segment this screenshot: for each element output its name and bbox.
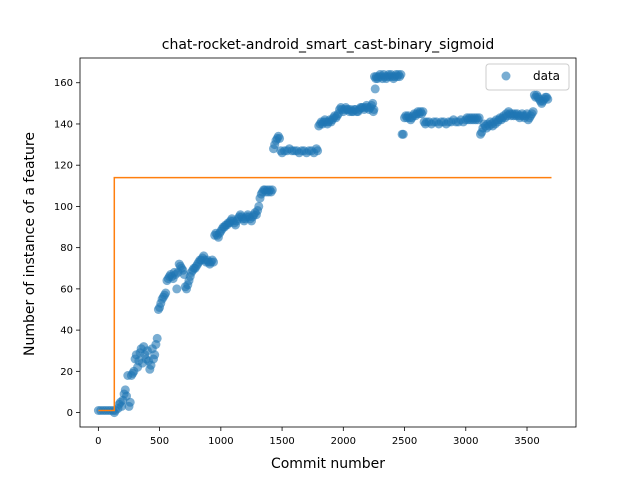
y-tick-label: 120 [54,161,73,172]
data-point [543,94,553,104]
data-point [396,70,406,79]
data-point [152,333,162,343]
x-tick-label: 1500 [269,436,294,447]
y-axis-label: Number of instance of a feature [22,132,38,356]
data-point [254,201,264,211]
x-tick-label: 1000 [208,436,233,447]
legend-box [485,63,570,91]
data-point [313,146,323,156]
data-point [125,397,135,407]
data-point [528,107,538,117]
y-tick-label: 100 [54,202,73,213]
data-point [172,284,182,294]
x-tick-label: 2500 [392,436,417,447]
y-tick-label: 40 [60,326,73,337]
data-point [150,350,160,360]
chart-title: chat-rocket-android_smart_cast-binary_si… [162,37,494,53]
plot-frame [79,57,577,428]
data-point [418,107,428,117]
x-tick-label: 500 [150,436,169,447]
data-point [275,133,285,143]
legend-label: data [533,69,560,83]
scatter-series [93,70,553,418]
data-point [474,113,484,123]
data-point [267,185,277,195]
y-tick-label: 160 [54,78,73,89]
data-point [161,288,171,298]
legend-marker [501,71,511,81]
plot-area [93,70,553,418]
legend: data [485,63,570,91]
x-tick-label: 2000 [331,436,356,447]
data-point [369,105,379,114]
y-tick-label: 80 [60,243,73,254]
data-point [209,257,218,267]
x-tick-label: 3500 [514,436,539,447]
threshold-line [98,176,552,412]
y-tick-label: 20 [60,367,73,378]
x-axis-label: Commit number [271,456,385,472]
axes: 0 500 1000 1500 2000 2500 3000 3500 0 20 40 60 80 100… [54,57,577,447]
x-tick-label: 3000 [453,436,478,447]
y-tick-label: 140 [54,119,73,130]
y-tick-label: 60 [60,284,73,295]
data-point [398,129,408,139]
y-tick-label: 0 [67,408,73,419]
data-point [370,84,380,94]
x-tick-label: 0 [95,436,101,447]
